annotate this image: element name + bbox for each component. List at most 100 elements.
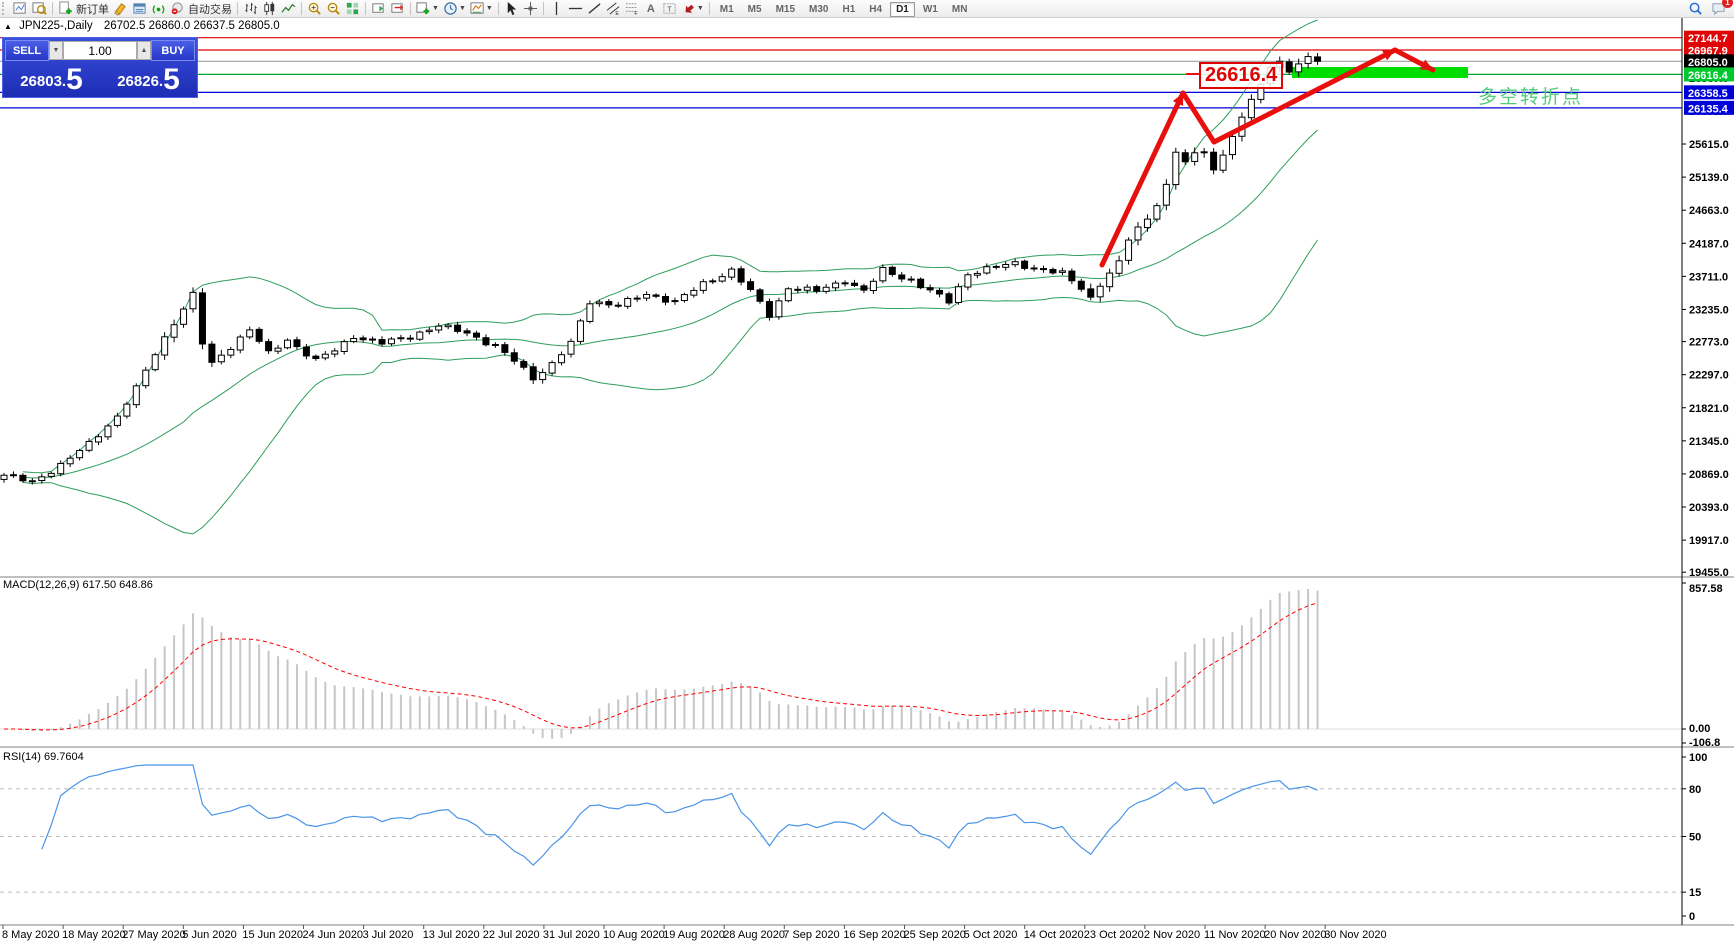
horizontal-line-tool[interactable] xyxy=(566,1,585,17)
volume-decrease-button[interactable]: ▼ xyxy=(49,41,63,60)
buy-price[interactable]: 26826. 5 xyxy=(100,61,197,97)
svg-text:F: F xyxy=(634,11,638,16)
date-tick-label: 13 Jul 2020 xyxy=(423,929,480,941)
vertical-line-tool[interactable] xyxy=(547,1,566,17)
axis-tick-label: 20393.0 xyxy=(1689,502,1729,514)
zoom-in-button[interactable] xyxy=(305,1,324,17)
periods-dropdown[interactable]: ▼ xyxy=(441,1,468,17)
date-tick-label: 10 Aug 2020 xyxy=(603,929,665,941)
macd-signal-line xyxy=(4,602,1318,731)
chevron-down-icon: ▼ xyxy=(458,5,466,12)
axis-tick-label: 21345.0 xyxy=(1689,436,1729,448)
axis-tick-label: 19917.0 xyxy=(1689,535,1729,547)
notifications-button[interactable]: 1 xyxy=(1709,0,1733,17)
depth-of-market-icon[interactable] xyxy=(130,1,149,17)
pane-separators xyxy=(0,18,1734,926)
timeframe-m5[interactable]: M5 xyxy=(747,3,762,15)
date-tick-label: 5 Jun 2020 xyxy=(182,929,236,941)
templates-dropdown[interactable]: ▼ xyxy=(468,1,495,17)
rsi-axis-tick: 50 xyxy=(1689,832,1701,844)
chart-profiles-button[interactable] xyxy=(30,1,49,17)
sell-button[interactable]: SELL xyxy=(5,40,49,61)
date-tick-label: 5 Oct 2020 xyxy=(964,929,1018,941)
collapse-panel-icon[interactable]: ▲ xyxy=(4,22,12,31)
sell-price[interactable]: 26803. 5 xyxy=(3,61,100,97)
axis-tick-label: 23711.0 xyxy=(1689,271,1728,283)
toolbar-separator xyxy=(52,2,53,15)
trendline-tool[interactable] xyxy=(585,1,604,17)
date-tick-label: 25 Sep 2020 xyxy=(904,929,966,941)
price-label-chip-text: 26616.4 xyxy=(1688,70,1729,82)
timeframe-m30[interactable]: M30 xyxy=(809,3,829,15)
symbol-ohlc: 26702.5 26860.0 26637.5 26805.0 xyxy=(103,20,280,32)
crosshair-tool[interactable] xyxy=(521,1,540,17)
timeframe-w1[interactable]: W1 xyxy=(922,3,938,15)
axis-tick-label: 22773.0 xyxy=(1689,337,1729,349)
axis-tick-label: 22297.0 xyxy=(1689,370,1729,382)
turning-point-annotation[interactable]: 多空转折点 xyxy=(1478,87,1584,108)
macd-axis-tick: 0.00 xyxy=(1689,723,1710,735)
volume-increase-button[interactable]: ▲ xyxy=(137,41,151,60)
date-tick-label: 23 Oct 2020 xyxy=(1084,929,1144,941)
trend-zigzag-annotation[interactable] xyxy=(1099,47,1436,268)
bollinger-bands xyxy=(22,19,1318,535)
buy-price-base: 26826. xyxy=(117,73,164,90)
svg-text:T: T xyxy=(667,4,672,13)
date-tick-label: 2 Nov 2020 xyxy=(1144,929,1200,941)
price-label-chip xyxy=(1684,30,1734,45)
rsi-axis-tick: 80 xyxy=(1689,784,1701,796)
toolbar-separator xyxy=(708,2,710,15)
buy-price-big-digit: 5 xyxy=(163,63,180,96)
autotrading-button[interactable]: 自动交易 xyxy=(168,1,234,17)
main-toolbar: 新订单 自动交易 ▼ ▼ xyxy=(0,0,1734,18)
timeframe-h1[interactable]: H1 xyxy=(842,3,856,15)
search-icon[interactable] xyxy=(1686,1,1705,17)
auto-scroll-button[interactable] xyxy=(388,1,407,17)
macd-axis-tick: 857.58 xyxy=(1689,583,1723,595)
timeframe-mn[interactable]: MN xyxy=(951,3,968,15)
toolbar-separator xyxy=(365,2,366,15)
date-tick-label: 11 Nov 2020 xyxy=(1204,929,1266,941)
price-axis: 25615.0 25139.0 24663.0 24187.0 23711.0 23235… xyxy=(1682,73,1729,923)
date-tick-label: 15 Jun 2020 xyxy=(242,929,303,941)
cursor-tool[interactable] xyxy=(502,1,521,17)
buy-button[interactable]: BUY xyxy=(151,40,195,61)
support-price-annotation[interactable]: 26616.4 xyxy=(1199,62,1284,89)
new-order-label: 新订单 xyxy=(76,3,109,16)
eraser-icon[interactable] xyxy=(111,1,130,17)
toolbar-separator xyxy=(410,2,411,15)
date-tick-label: 27 May 2020 xyxy=(122,929,186,941)
bar-chart-type-button[interactable] xyxy=(241,1,260,17)
rsi-axis-tick: 100 xyxy=(1689,752,1707,764)
new-order-button[interactable]: 新订单 xyxy=(56,1,111,17)
equidistant-channel-tool[interactable]: E xyxy=(604,1,623,17)
timeframe-h4[interactable]: H4 xyxy=(869,3,883,15)
new-chart-button[interactable] xyxy=(11,1,30,17)
fibonacci-tool[interactable]: F xyxy=(623,1,642,17)
autotrading-label: 自动交易 xyxy=(188,3,232,16)
timeframe-d1[interactable]: D1 xyxy=(890,1,915,17)
signal-icon[interactable] xyxy=(149,1,168,17)
arrows-tool-dropdown[interactable]: ▼ xyxy=(679,1,706,17)
text-label-tool[interactable]: T xyxy=(660,1,679,17)
toolbar-separator xyxy=(542,2,544,15)
price-label-chip xyxy=(1684,42,1734,57)
chart-shift-button[interactable] xyxy=(369,1,388,17)
tile-windows-button[interactable] xyxy=(343,1,362,17)
timeframe-m1[interactable]: M1 xyxy=(719,3,734,15)
volume-input[interactable]: 1.00 xyxy=(63,41,137,60)
indicators-dropdown[interactable]: ▼ xyxy=(414,1,441,17)
zoom-out-button[interactable] xyxy=(324,1,343,17)
line-chart-type-button[interactable] xyxy=(279,1,298,17)
date-tick-label: 24 Jun 2020 xyxy=(303,929,364,941)
date-tick-label: 16 Sep 2020 xyxy=(843,929,905,941)
support-zone-bar[interactable] xyxy=(1292,67,1468,78)
timeframe-m15[interactable]: M15 xyxy=(775,3,796,15)
candlestick-type-button[interactable] xyxy=(260,1,279,17)
text-tool[interactable]: A xyxy=(642,1,660,17)
rsi-line xyxy=(41,764,1318,866)
notification-badge: 1 xyxy=(1722,0,1733,8)
symbol-name: JPN225-,Daily xyxy=(19,20,93,32)
date-tick-label: 14 Oct 2020 xyxy=(1024,929,1084,941)
